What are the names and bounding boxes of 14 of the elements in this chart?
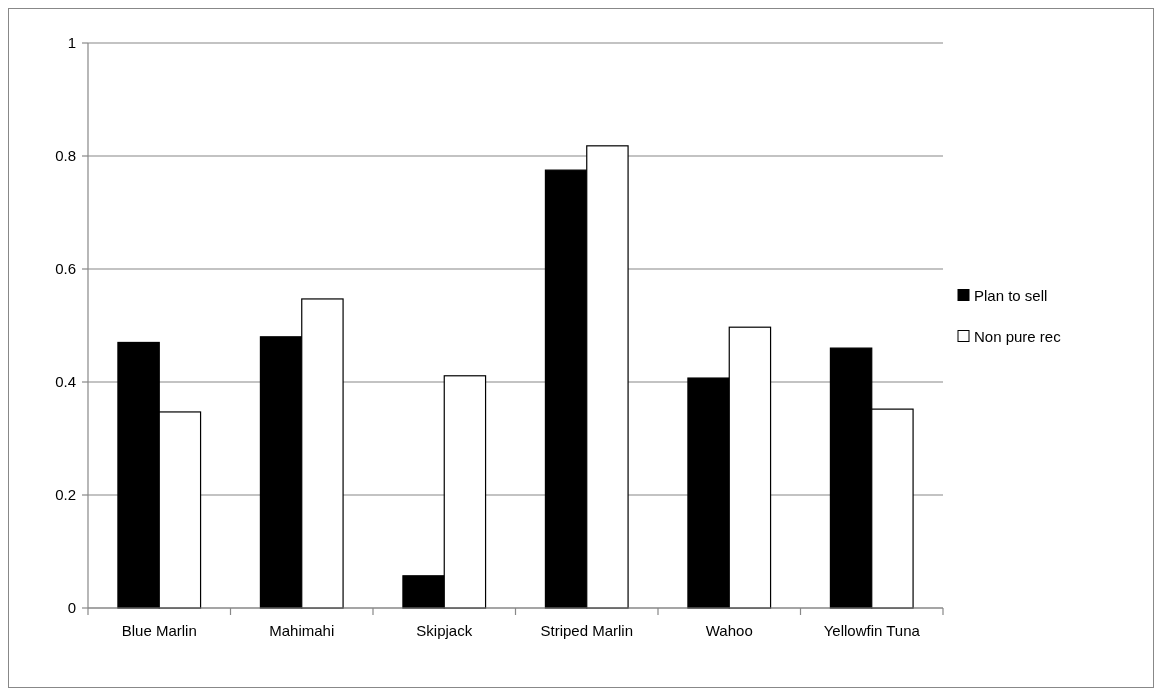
x-tick-label: Blue Marlin — [121, 622, 197, 639]
x-tick-label: Striped Marlin — [540, 622, 634, 639]
y-tick-label: 0.8 — [55, 147, 76, 165]
y-tick-label: 0 — [67, 599, 76, 617]
legend-label: Non pure rec — [974, 327, 1062, 345]
x-tick-label: Yellowfin Tuna — [823, 622, 921, 639]
y-tick-label: 0.6 — [55, 260, 76, 278]
y-tick-label: 1 — [67, 34, 76, 52]
y-tick-label: 0.2 — [55, 486, 76, 504]
legend-label: Plan to sell — [974, 286, 1048, 304]
x-tick-label: Wahoo — [705, 622, 753, 639]
x-tick-label: Mahimahi — [269, 622, 335, 639]
y-tick-label: 0.4 — [55, 373, 76, 391]
x-tick-label: Skipjack — [416, 622, 473, 639]
